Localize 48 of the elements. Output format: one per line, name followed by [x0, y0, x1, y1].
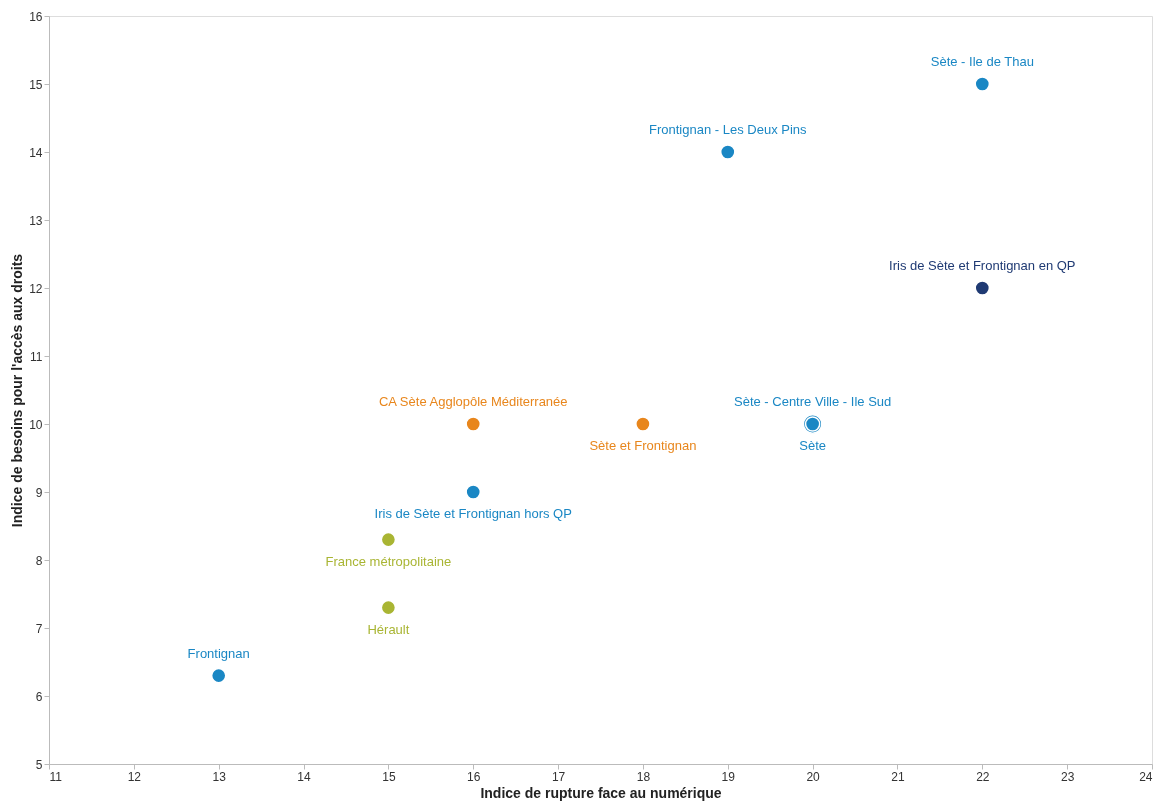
x-tick-label: 18: [636, 769, 651, 784]
y-tick-label: 14: [29, 145, 43, 160]
point: [974, 76, 991, 92]
point: [974, 280, 991, 296]
series-label: Hérault: [367, 621, 410, 637]
x-tick-label: 16: [467, 769, 481, 784]
x-tick-label: 12: [127, 769, 142, 784]
x-tick-label: 17: [551, 769, 566, 784]
point: [719, 144, 736, 160]
x-tick-label: 20: [806, 769, 821, 784]
point: [465, 484, 482, 500]
series-label: Sète: [799, 438, 826, 453]
point: [635, 416, 651, 432]
point: [465, 416, 482, 432]
x-tick-label: 22: [976, 769, 990, 784]
series-label: Iris de Sète et Frontignan hors QP: [374, 506, 572, 521]
series-label: Frontignan - Les Deux Pins: [649, 122, 808, 137]
point: [380, 531, 397, 548]
x-tick-label: 21: [891, 769, 905, 784]
series-label: Sète - Centre Ville - Ile Sud: [733, 394, 892, 409]
series-label: Sète - Ile de Thau: [930, 54, 1034, 69]
y-tick-label: 9: [35, 485, 43, 500]
y-tick-label: 15: [29, 77, 43, 92]
y-tick-label: 6: [35, 689, 43, 704]
series-label: Sète et Frontignan: [589, 438, 697, 453]
x-axis-title: Indice de rupture face au numérique: [480, 784, 722, 801]
y-tick-label: 13: [29, 213, 43, 228]
x-tick-label: 15: [382, 769, 396, 784]
series-label: CA Sète Agglopôle Méditerranée: [378, 394, 568, 409]
y-tick-label: 8: [35, 553, 43, 568]
y-tick-label: 5: [35, 757, 43, 772]
y-tick-label: 10: [29, 417, 43, 432]
x-tick-label: 19: [721, 769, 736, 784]
x-tick-label: 13: [212, 769, 227, 784]
point: [380, 599, 397, 616]
y-tick-label: 11: [30, 349, 43, 364]
x-tick-label: 14: [297, 769, 312, 784]
series-label: France métropolitaine: [325, 553, 452, 569]
series-label: Iris de Sète et Frontignan en QP: [889, 258, 1076, 273]
point: [210, 667, 227, 684]
series-label: Frontignan: [187, 645, 250, 661]
x-tick-label: 11: [49, 769, 63, 784]
y-axis-title: Indice de besoins pour l'accès aux droits: [9, 253, 26, 528]
y-tick-label: 12: [29, 281, 43, 296]
y-tick-label: 16: [29, 9, 43, 24]
x-tick-label: 23: [1060, 769, 1075, 784]
y-tick-label: 7: [35, 621, 43, 636]
x-tick-label: 24: [1139, 769, 1153, 784]
